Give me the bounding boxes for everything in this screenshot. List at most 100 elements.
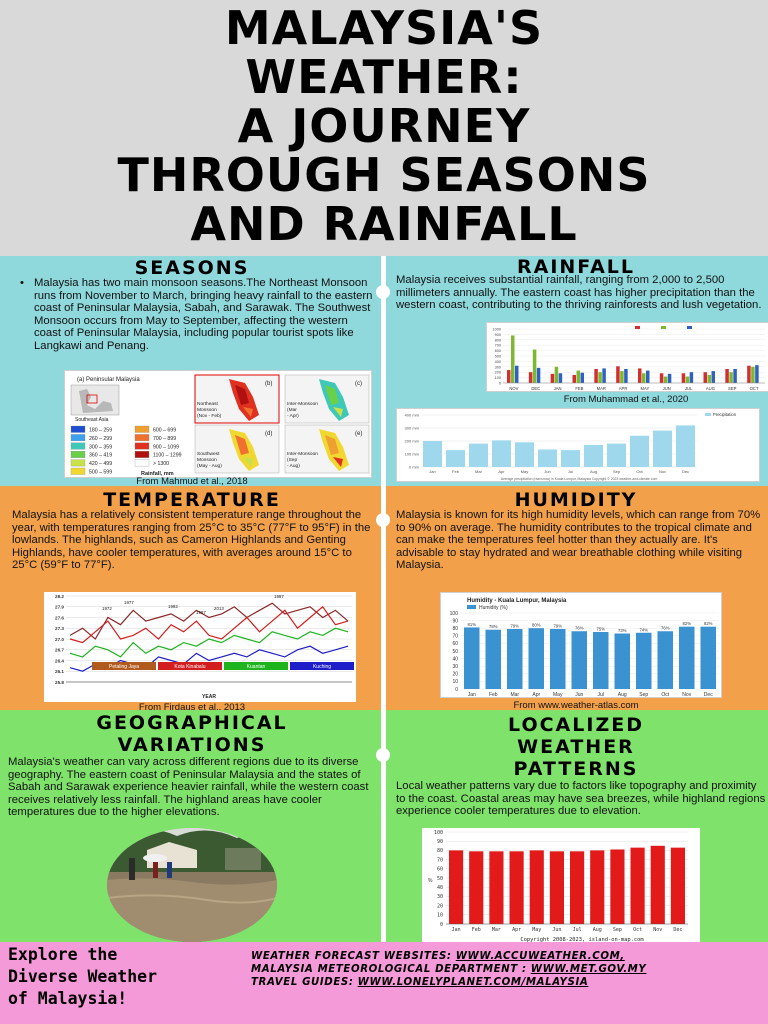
- legend-swatch: [134, 425, 150, 433]
- x-tick-label: Aug: [590, 469, 597, 474]
- bar: [659, 373, 664, 383]
- y-tick-label: 30: [452, 664, 458, 670]
- x-tick-label: NOV: [509, 386, 518, 391]
- legend-range: 360 – 419: [89, 453, 112, 459]
- y-tick-label: 27.0: [55, 637, 64, 642]
- panel-label: Southwest: [197, 451, 220, 457]
- x-tick-label: May: [553, 692, 563, 698]
- legend-swatch: [70, 442, 86, 450]
- data-label: 75%: [597, 627, 606, 632]
- y-axis-label: %: [428, 878, 433, 884]
- bar: [602, 368, 606, 383]
- bar: [642, 373, 646, 383]
- x-tick-label: Apr: [498, 469, 505, 474]
- geographical-text: Malaysia's weather can vary across diffe…: [8, 756, 369, 819]
- bar: [580, 372, 584, 383]
- rain-zone: [325, 385, 339, 405]
- legend-swatch: [70, 451, 86, 458]
- chart-title: Humidity - Kuala Lumpur, Malaysia: [467, 598, 567, 604]
- panel-tag: (e): [355, 431, 362, 437]
- bar: [729, 372, 733, 383]
- bar: [593, 632, 609, 689]
- x-tick-label: Aug: [618, 692, 627, 698]
- panel-label: (Nov - Feb): [197, 413, 222, 419]
- map-title: (a) Peninsular Malaysia: [77, 377, 140, 383]
- legend-swatch: [705, 413, 711, 416]
- x-tick-label: Jan: [429, 469, 435, 474]
- x-tick-label: Mar: [492, 927, 501, 933]
- resource-line: Travel guides: www.lonelyplanet.com/mala…: [251, 976, 646, 989]
- bar: [653, 430, 672, 467]
- y-tick-label: 26.4: [55, 658, 64, 663]
- y-tick-label: 26.1: [55, 669, 64, 674]
- bar: [676, 425, 695, 467]
- x-tick-label: Apr: [532, 692, 540, 698]
- bar: [733, 368, 737, 383]
- y-tick-label: 900: [495, 333, 501, 337]
- x-tick-label: Jun: [575, 692, 583, 698]
- y-tick-label: 1000: [493, 328, 501, 332]
- title-line: A JOURNEY: [237, 99, 531, 153]
- x-tick-label: Dec: [673, 927, 682, 933]
- legend-swatch: [134, 451, 150, 458]
- panel-label: Monsoon: [197, 457, 217, 463]
- y-tick-label: 0: [455, 687, 458, 693]
- y-tick-label: 40: [437, 885, 443, 891]
- bar: [725, 368, 729, 383]
- x-tick-label: Dec: [704, 692, 713, 698]
- accuweather-link[interactable]: www.accuweather.com,: [455, 951, 625, 962]
- y-tick-label: 30: [437, 894, 443, 900]
- y-tick-label: 60: [437, 867, 443, 873]
- bar: [590, 850, 605, 924]
- rainfall-heading: RAINFALL: [516, 256, 636, 278]
- panel-tag: (d): [265, 431, 272, 437]
- bar: [576, 370, 580, 383]
- legend-swatch: [134, 442, 150, 450]
- seasons-panel: SEASONS • Malaysia has two main monsoon …: [0, 256, 384, 486]
- bar: [561, 450, 580, 467]
- bar: [554, 366, 559, 383]
- legend-label: Precipitation: [713, 412, 737, 417]
- data-label: 76%: [575, 626, 584, 631]
- year-annotation: 1977: [124, 600, 134, 605]
- seasons-text-body: Malaysia has two main monsoon seasons.Th…: [34, 277, 373, 352]
- bar: [610, 849, 625, 924]
- y-tick-label: 0: [440, 922, 443, 928]
- legend-swatch: [134, 434, 150, 442]
- title-line: WEATHER:: [245, 50, 523, 104]
- y-tick-label: 200 mm: [405, 439, 420, 444]
- rain-zone: [333, 457, 343, 467]
- x-tick-label: Jan: [468, 692, 476, 698]
- year-annotation: 1972: [102, 606, 112, 611]
- year-annotation: 1997: [196, 610, 206, 615]
- bar: [550, 373, 555, 383]
- footer-cta: Explore the Diverse Weather of Malaysia!: [8, 944, 157, 1010]
- resource-line: Malaysia Meteorological Department : www…: [251, 963, 646, 976]
- legend-label: Kuching: [313, 664, 331, 670]
- bar: [657, 631, 673, 689]
- bar: [667, 373, 672, 383]
- legend-label: Kota Kinabalu: [174, 664, 205, 670]
- x-tick-label: Mar: [475, 469, 483, 474]
- lonelyplanet-link[interactable]: www.lonelyplanet.com/malaysia: [357, 977, 589, 988]
- y-tick-label: 60: [452, 641, 458, 647]
- geographical-panel: GEOGRAPHICAL VARIATIONS Malaysia's weath…: [0, 710, 384, 942]
- divider-dot: [376, 513, 390, 527]
- rain-zone: [235, 435, 249, 455]
- resource-label: Travel guides:: [251, 977, 358, 988]
- x-tick-label: DEC: [531, 386, 540, 391]
- data-label: 76%: [661, 626, 670, 631]
- bar: [489, 851, 504, 924]
- bar: [511, 335, 515, 383]
- legend-range: 900 – 1099: [153, 444, 179, 450]
- y-tick-label: 20: [437, 903, 443, 909]
- bar: [689, 372, 694, 383]
- met-gov-link[interactable]: www.met.gov.my: [530, 964, 647, 975]
- data-label: 78%: [489, 624, 498, 629]
- temperature-heading: TEMPERATURE: [103, 489, 281, 511]
- focus-box: [86, 394, 98, 404]
- y-tick-label: 27.3: [55, 626, 64, 631]
- bar: [670, 847, 685, 924]
- year-annotation: 1992: [168, 604, 178, 609]
- bullet-icon: •: [20, 277, 24, 289]
